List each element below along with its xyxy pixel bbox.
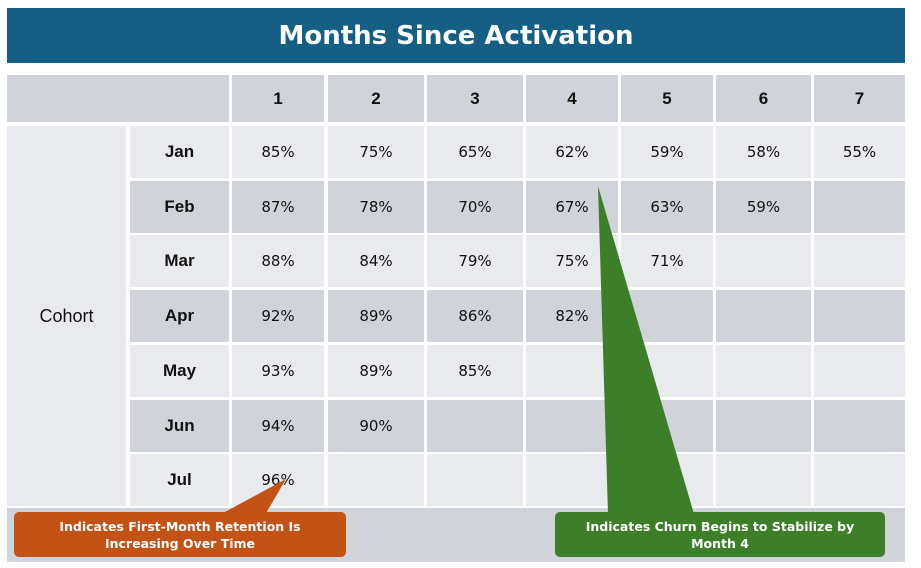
retention-cell: 85% [232,126,324,178]
retention-cell [328,454,424,506]
retention-cell: 78% [328,181,424,233]
retention-cell: 86% [427,290,523,342]
cohort-month-label: Apr [130,290,229,342]
retention-cell: 79% [427,235,523,287]
cohort-month-label: Jul [130,454,229,506]
column-header: 5 [621,75,713,122]
churn-callout-line2: Month 4 [691,535,749,551]
retention-cell [814,235,905,287]
retention-cell [716,400,811,452]
retention-cell [814,400,905,452]
retention-cell: 59% [621,126,713,178]
retention-cell: 65% [427,126,523,178]
column-header: 4 [526,75,618,122]
first-month-callout-line2: Increasing Over Time [104,535,256,551]
retention-cell: 89% [328,345,424,397]
retention-cell [716,454,811,506]
column-header: 3 [427,75,523,122]
retention-cell: 84% [328,235,424,287]
retention-cell: 92% [232,290,324,342]
retention-cell [814,181,905,233]
first-month-retention-callout: Indicates First-Month Retention Is Incre… [14,512,346,557]
retention-cell: 85% [427,345,523,397]
retention-cell: 70% [427,181,523,233]
retention-cell: 90% [328,400,424,452]
column-header: 7 [814,75,905,122]
column-header: 1 [232,75,324,122]
retention-cell [526,345,618,397]
retention-cell: 87% [232,181,324,233]
retention-cell [716,290,811,342]
cohort-month-label: Jun [130,400,229,452]
retention-cell: 94% [232,400,324,452]
retention-cell: 63% [621,181,713,233]
retention-cell [716,345,811,397]
cohort-month-label: May [130,345,229,397]
retention-cell [427,454,523,506]
churn-callout-line1: Indicates Churn Begins to Stabilize by [585,518,855,534]
retention-cell [427,400,523,452]
retention-cell: 96% [232,454,324,506]
first-month-pointer [210,479,286,520]
cohort-month-label: Feb [130,181,229,233]
retention-cell: 62% [526,126,618,178]
churn-stabilize-callout: Indicates Churn Begins to Stabilize by M… [555,512,885,557]
retention-cell [814,290,905,342]
retention-cell: 93% [232,345,324,397]
page-title: Months Since Activation [7,8,905,63]
retention-cell: 59% [716,181,811,233]
churn-pointer [598,186,694,514]
retention-cell [716,235,811,287]
column-header: 6 [716,75,811,122]
retention-cell: 58% [716,126,811,178]
column-header: 2 [328,75,424,122]
retention-cell [814,345,905,397]
row-group-label: Cohort [7,126,126,507]
retention-cell [814,454,905,506]
retention-cell: 88% [232,235,324,287]
retention-cell: 89% [328,290,424,342]
retention-cell: 75% [328,126,424,178]
header-corner [7,75,229,122]
cohort-month-label: Jan [130,126,229,178]
first-month-callout-line1: Indicates First-Month Retention Is [59,518,301,534]
retention-cell: 55% [814,126,905,178]
retention-cell [526,400,618,452]
retention-cell: 71% [621,235,713,287]
retention-cell [526,454,618,506]
cohort-month-label: Mar [130,235,229,287]
